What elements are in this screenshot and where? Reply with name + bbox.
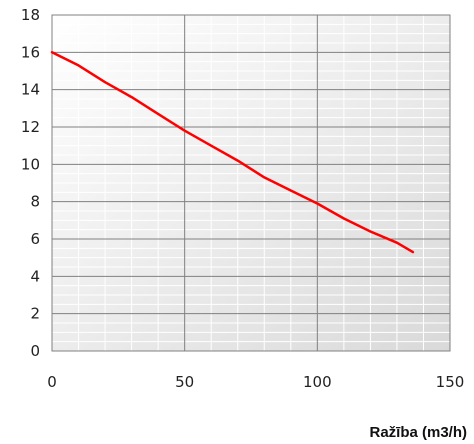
y-tick-label: 2 <box>30 305 40 323</box>
x-tick-labels: 0 50 100 150 <box>47 373 464 391</box>
y-tick-label: 14 <box>21 81 40 99</box>
x-tick-label: 150 <box>436 373 465 391</box>
y-tick-labels: 0 2 4 6 8 10 12 14 16 18 <box>21 6 40 360</box>
y-tick-label: 4 <box>30 267 40 285</box>
y-tick-label: 12 <box>21 118 40 136</box>
x-tick-label: 50 <box>175 373 194 391</box>
x-tick-label: 100 <box>303 373 332 391</box>
y-tick-label: 18 <box>21 6 40 24</box>
minor-gridlines <box>52 15 450 351</box>
y-tick-label: 8 <box>30 193 40 211</box>
series-layer <box>50 51 415 254</box>
y-tick-label: 10 <box>21 155 40 173</box>
y-tick-label: 16 <box>21 43 40 61</box>
x-tick-label: 0 <box>47 373 57 391</box>
y-tick-label: 6 <box>30 230 40 248</box>
plot-border <box>51 14 451 352</box>
series-line <box>50 51 415 254</box>
y-tick-label: 0 <box>30 342 40 360</box>
x-axis-label: Ražība (m3/h) <box>369 424 467 441</box>
